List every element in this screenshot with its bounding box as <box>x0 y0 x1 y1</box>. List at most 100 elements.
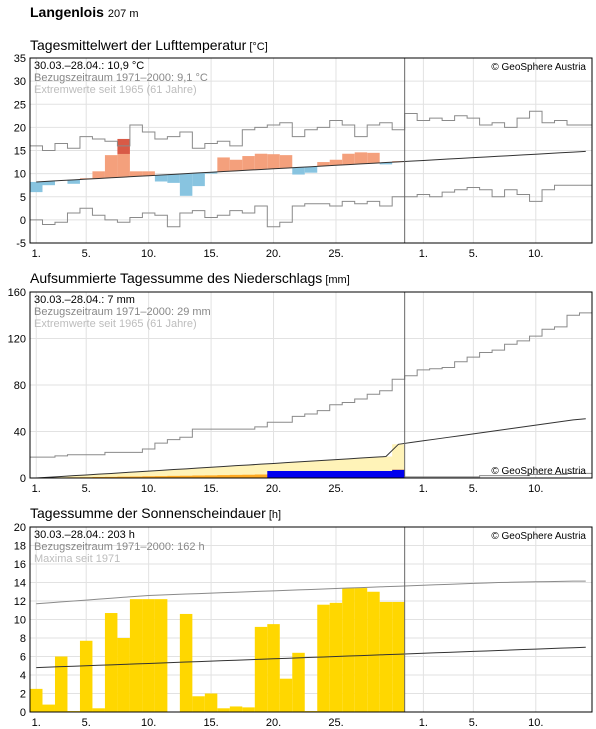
sunshine-bar <box>179 613 193 712</box>
y-tick-label: 18 <box>14 541 26 553</box>
x-tick-label: 1. <box>419 483 428 495</box>
temperature-unit: [°C] <box>249 41 268 53</box>
plot-frame <box>29 57 593 244</box>
temp-bar-warm <box>142 171 155 176</box>
info-line-3: Extremwerte seit 1965 (61 Jahre) <box>34 84 197 96</box>
y-tick-label: 4 <box>20 670 26 682</box>
precip-normal-line <box>36 418 586 479</box>
x-tick-label: 1. <box>419 717 428 729</box>
y-tick-label: 5 <box>20 192 26 204</box>
plot-frame <box>29 291 593 479</box>
x-tick-label: 5. <box>82 717 91 729</box>
x-tick-label: 1. <box>32 717 41 729</box>
y-tick-label: 120 <box>8 334 26 346</box>
x-tick-label: 15. <box>203 717 218 729</box>
x-tick-label: 20. <box>266 717 281 729</box>
x-tick-label: 25. <box>328 717 343 729</box>
copyright-label: © GeoSphere Austria <box>491 466 586 477</box>
temp-bar-cool <box>167 174 180 183</box>
temp-bar-warm <box>229 159 243 171</box>
temperature-chart-title: Tagesmittelwert der Lufttemperatur [°C] <box>30 37 268 53</box>
temp-max-line <box>30 110 592 151</box>
sunshine-max-line <box>36 580 586 605</box>
y-tick-label: 0 <box>20 707 26 719</box>
sunshine-bar <box>354 588 368 712</box>
sunshine-bar <box>54 656 68 712</box>
x-tick-label: 1. <box>32 483 41 495</box>
sunshine-bar <box>154 599 168 712</box>
info-line-1: 30.03.–28.04.: 7 mm <box>34 294 135 306</box>
y-tick-label: 12 <box>14 596 26 608</box>
temp-bar-warm <box>267 154 280 169</box>
temp-bar-cool <box>304 166 318 173</box>
temp-bar-warm <box>342 153 355 165</box>
sunshine-bar <box>142 599 155 712</box>
info-line-3: Maxima seit 1971 <box>34 553 120 565</box>
x-tick-label: 25. <box>328 483 343 495</box>
sunshine-bar <box>279 678 293 712</box>
temp-bar-warm <box>217 157 230 172</box>
temp-bar-cool <box>292 167 305 175</box>
info-line-2: Bezugszeitraum 1971–2000: 162 h <box>34 541 205 553</box>
sunshine-bar <box>367 591 380 712</box>
plot-frame <box>29 526 593 713</box>
x-tick-label: 10. <box>528 483 543 495</box>
precip-observed-area <box>30 469 405 478</box>
sunshine-bar <box>129 599 143 712</box>
x-tick-label: 25. <box>328 248 343 260</box>
y-tick-label: 10 <box>14 169 26 181</box>
y-tick-label: 20 <box>14 122 26 134</box>
info-line-3: Extremwerte seit 1965 (61 Jahre) <box>34 318 197 330</box>
y-tick-label: 0 <box>20 215 26 227</box>
temperature-chart: -5 0 5 10 15 20 25 30 35 1. 5. 10. 15. 20. 25. 1. 5. 10. 3… <box>14 53 593 260</box>
y-tick-label: 2 <box>20 689 26 701</box>
temp-bar-cool <box>30 181 43 193</box>
sunshine-title-text: Tagessumme der Sonnenscheindauer <box>30 505 266 521</box>
sunshine-chart: 0 2 4 6 8 10 12 14 16 18 20 1. 5. 10. 15. 20. 25. 1. 5. 10.… <box>14 522 593 729</box>
temp-bar-very-warm <box>117 138 130 154</box>
x-tick-label: 10. <box>141 717 156 729</box>
sunshine-bar <box>192 696 205 712</box>
sunshine-bar <box>117 638 130 712</box>
sunshine-bar <box>229 706 243 712</box>
precip-normal-band <box>30 444 405 478</box>
sunshine-bar <box>104 613 118 712</box>
y-tick-label: 25 <box>14 99 26 111</box>
sunshine-bar <box>30 688 43 712</box>
y-tick-label: 20 <box>14 522 26 534</box>
copyright-label: © GeoSphere Austria <box>491 62 586 73</box>
y-tick-label: 30 <box>14 76 26 88</box>
info-line-2: Bezugszeitraum 1971–2000: 9,1 °C <box>34 72 208 84</box>
x-tick-label: 5. <box>82 483 91 495</box>
info-line-1: 30.03.–28.04.: 10,9 °C <box>34 60 144 72</box>
sunshine-bar <box>392 601 405 712</box>
temp-normal-line <box>36 150 586 183</box>
y-tick-label: 10 <box>14 615 26 627</box>
x-tick-label: 1. <box>419 248 428 260</box>
temp-bar-cool <box>204 172 218 174</box>
y-tick-label: 6 <box>20 652 26 664</box>
temp-bar-warm <box>329 159 343 166</box>
temp-bar-warm <box>242 156 255 171</box>
sunshine-chart-title: Tagessumme der Sonnenscheindauer [h] <box>30 505 281 521</box>
temp-bar-warm <box>104 155 118 178</box>
sunshine-bar <box>342 588 355 712</box>
temp-bar-warm <box>129 171 143 177</box>
temp-bar-cool <box>42 181 55 186</box>
station-header: Langenlois 207 m <box>30 4 138 20</box>
temp-bar-warm <box>279 155 293 169</box>
temp-bar-warm <box>367 152 380 164</box>
precipitation-chart-title: Aufsummierte Tagessumme des Niederschlag… <box>30 270 350 286</box>
precipitation-chart: 0 40 80 120 160 1. 5. 10. 15. 20. 25. 1. 5. 10. 30.03.… <box>8 287 593 495</box>
precipitation-unit: [mm] <box>325 274 350 286</box>
temp-bar-warm <box>317 162 330 166</box>
temp-bar-cool <box>379 162 393 165</box>
y-tick-label: 35 <box>14 53 26 65</box>
y-tick-label: -5 <box>16 238 26 250</box>
sunshine-bar <box>379 601 393 712</box>
sunshine-unit: [h] <box>268 509 282 521</box>
y-tick-label: 15 <box>14 146 26 158</box>
x-tick-label: 15. <box>203 248 218 260</box>
x-tick-label: 10. <box>141 483 156 495</box>
x-tick-label: 15. <box>203 483 218 495</box>
